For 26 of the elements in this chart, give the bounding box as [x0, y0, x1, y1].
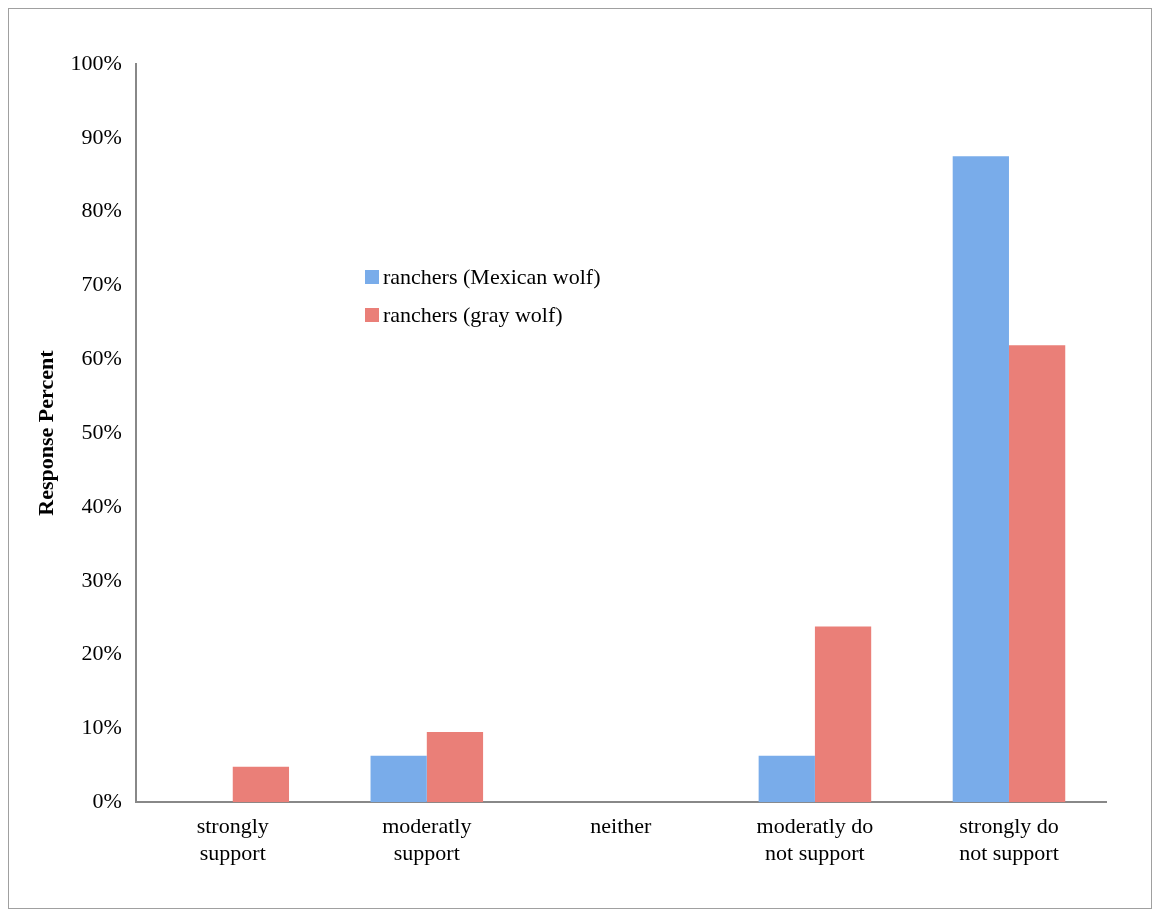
bar — [370, 755, 427, 803]
y-tick-label: 100% — [70, 49, 122, 75]
x-tick-label: strongly do not support — [959, 813, 1059, 865]
x-tick-label: moderatly support — [382, 813, 472, 865]
y-tick-label: 40% — [81, 492, 122, 518]
y-tick-label: 30% — [81, 566, 122, 592]
bar — [1008, 345, 1066, 803]
bar — [426, 732, 484, 803]
bar — [758, 755, 815, 803]
y-tick-label: 60% — [81, 345, 122, 371]
y-tick-label: 50% — [81, 418, 122, 444]
y-tick-label: 90% — [81, 123, 122, 149]
x-tick-label: moderatly do not support — [756, 813, 874, 865]
y-tick-label: 80% — [81, 197, 122, 223]
y-axis-title: Response Percent — [32, 349, 58, 516]
bar — [232, 766, 290, 803]
y-tick-label: 20% — [81, 640, 122, 666]
x-tick-label: strongly support — [196, 813, 269, 865]
x-tick-label: neither — [590, 813, 653, 839]
legend-label: ranchers (gray wolf) — [383, 301, 563, 329]
bar — [814, 626, 872, 803]
y-tick-label: 70% — [81, 271, 122, 297]
bar — [952, 156, 1009, 803]
y-tick-label: 0% — [92, 787, 122, 813]
legend-label: ranchers (Mexican wolf) — [383, 263, 601, 291]
y-tick-label: 10% — [81, 714, 122, 740]
